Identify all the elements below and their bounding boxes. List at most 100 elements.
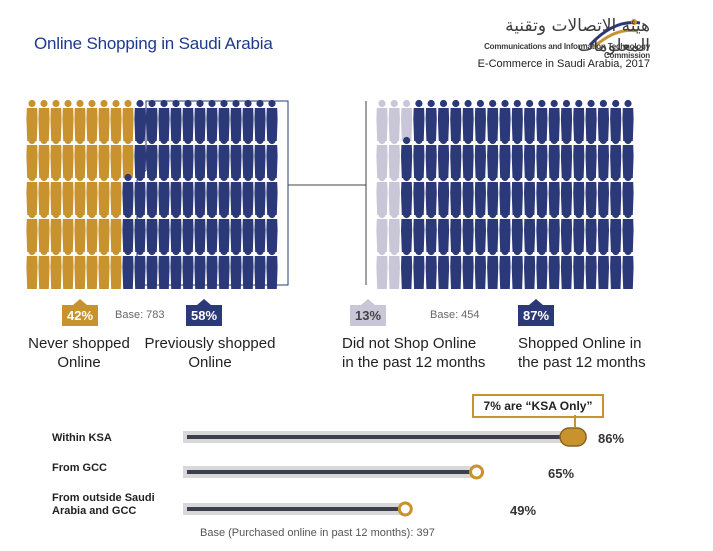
left-person-icon: [26, 136, 38, 178]
left-person-icon: [86, 136, 98, 178]
callout-pointer: [574, 415, 576, 427]
left-person-icon: [242, 247, 254, 289]
left-base-text: Base: 783: [115, 309, 165, 321]
left-person-icon: [146, 136, 158, 178]
right-person-icon: [450, 210, 462, 252]
previously-label-line1: Previously shopped: [144, 335, 276, 352]
right-person-icon: [585, 210, 597, 252]
left-person-icon: [146, 99, 158, 141]
left-person-icon: [254, 247, 266, 289]
left-person-icon: [62, 136, 74, 178]
right-person-icon: [585, 136, 597, 178]
left-person-icon: [266, 210, 278, 252]
left-person-icon: [134, 99, 146, 141]
left-person-icon: [158, 136, 170, 178]
left-person-icon: [110, 173, 122, 215]
left-person-icon: [74, 99, 86, 141]
left-person-icon: [122, 247, 134, 289]
right-person-icon: [437, 210, 450, 252]
left-person-icon: [218, 247, 230, 289]
left-person-icon: [122, 99, 134, 141]
bar-fill: [187, 435, 567, 439]
right-person-icon: [450, 99, 462, 141]
right-person-icon: [511, 99, 523, 141]
right-person-icon: [511, 173, 523, 215]
did-not-label: Did not Shop Online in the past 12 month…: [342, 334, 508, 372]
left-person-icon: [158, 173, 170, 215]
right-person-icon: [388, 173, 400, 215]
logo-english-text: Communications and Information Technolog…: [484, 42, 650, 60]
left-person-icon: [26, 99, 38, 141]
left-person-icon: [182, 136, 194, 178]
right-pictogram: [376, 99, 634, 289]
right-person-icon: [462, 173, 474, 215]
right-person-icon: [597, 99, 609, 141]
left-person-icon: [170, 210, 182, 252]
right-person-icon: [474, 247, 486, 289]
right-person-icon: [548, 136, 560, 178]
right-person-icon: [511, 247, 523, 289]
bracket-previously: [136, 100, 289, 286]
left-person-icon: [110, 136, 122, 178]
never-label-line1: Never shopped: [28, 335, 130, 352]
bar-value-outside: 49%: [510, 503, 537, 518]
did-not-pct-badge: 13%: [350, 299, 387, 326]
right-person-icon: [610, 247, 622, 289]
right-person-icon: [548, 99, 560, 141]
right-person-icon: [536, 247, 548, 289]
right-person-icon: [597, 173, 609, 215]
left-person-icon: [86, 99, 98, 141]
left-person-icon: [50, 247, 62, 289]
left-person-icon: [194, 136, 206, 178]
left-person-icon: [50, 173, 62, 215]
right-person-icon: [573, 99, 585, 141]
never-label: Never shopped Online: [20, 334, 138, 372]
right-base-text: Base: 454: [430, 309, 480, 321]
left-person-icon: [158, 210, 170, 252]
bar-fill: [187, 470, 473, 474]
right-person-icon: [474, 99, 486, 141]
left-person-icon: [230, 173, 242, 215]
right-person-icon: [499, 173, 511, 215]
left-person-icon: [254, 136, 266, 178]
did-not-label-line2: in the past 12 months: [342, 354, 486, 371]
right-person-icon: [622, 136, 634, 178]
right-person-icon: [376, 99, 388, 141]
right-person-icon: [462, 136, 474, 178]
left-person-icon: [206, 99, 218, 141]
right-person-icon: [573, 210, 585, 252]
right-person-icon: [376, 247, 388, 289]
right-person-icon: [524, 136, 536, 178]
right-person-icon: [597, 247, 609, 289]
right-person-icon: [524, 173, 536, 215]
right-person-icon: [560, 136, 573, 178]
left-person-icon: [194, 210, 206, 252]
right-person-icon: [413, 247, 425, 289]
bar-label-within-ksa: Within KSA: [52, 432, 112, 444]
previously-pct-badge: 58%: [186, 299, 223, 326]
right-person-icon: [425, 99, 437, 141]
right-person-icon: [536, 210, 548, 252]
shopped-label-line2: the past 12 months: [518, 354, 646, 371]
right-person-icon: [573, 247, 585, 289]
left-person-icon: [230, 136, 242, 178]
right-person-icon: [560, 173, 573, 215]
right-person-icon: [413, 99, 425, 141]
left-person-icon: [182, 173, 194, 215]
right-person-icon: [487, 173, 499, 215]
right-person-icon: [548, 247, 560, 289]
left-person-icon: [98, 136, 110, 178]
right-person-icon: [413, 210, 425, 252]
right-person-icon: [499, 136, 511, 178]
left-person-icon: [254, 99, 266, 141]
right-person-icon: [585, 247, 597, 289]
right-person-icon: [511, 136, 523, 178]
right-person-icon: [610, 210, 622, 252]
left-person-icon: [146, 210, 158, 252]
left-person-icon: [182, 210, 194, 252]
bar-fill: [187, 507, 402, 511]
previously-label: Previously shopped Online: [134, 334, 286, 372]
right-person-icon: [401, 247, 413, 289]
right-person-icon: [388, 210, 400, 252]
right-person-icon: [425, 210, 437, 252]
